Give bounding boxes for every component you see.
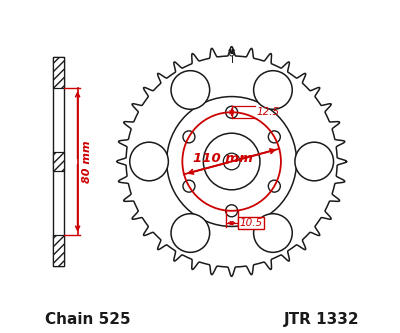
Circle shape: [171, 71, 210, 109]
Circle shape: [226, 205, 238, 217]
Bar: [53, 235, 64, 266]
Circle shape: [114, 43, 350, 280]
Circle shape: [226, 106, 238, 118]
Circle shape: [183, 131, 195, 143]
Circle shape: [223, 153, 240, 170]
Text: 80 mm: 80 mm: [82, 140, 92, 183]
Circle shape: [254, 214, 292, 252]
Text: 12.5: 12.5: [257, 107, 280, 117]
Circle shape: [254, 71, 292, 109]
FancyBboxPatch shape: [238, 217, 264, 229]
Text: 10.5: 10.5: [240, 218, 263, 228]
Circle shape: [268, 180, 280, 192]
Circle shape: [295, 142, 334, 181]
Bar: [53, 57, 64, 88]
Bar: [53, 57, 64, 88]
Circle shape: [171, 214, 210, 252]
Text: Chain 525: Chain 525: [45, 312, 131, 327]
Bar: [53, 235, 64, 266]
Circle shape: [183, 180, 195, 192]
Circle shape: [167, 97, 296, 226]
Text: JTR 1332: JTR 1332: [284, 312, 360, 327]
Circle shape: [130, 142, 168, 181]
Text: 110 mm: 110 mm: [193, 152, 253, 165]
Polygon shape: [117, 47, 346, 276]
Bar: [53, 153, 64, 170]
Circle shape: [268, 131, 280, 143]
Bar: [53, 57, 64, 266]
Circle shape: [203, 133, 260, 190]
Bar: [53, 153, 64, 170]
